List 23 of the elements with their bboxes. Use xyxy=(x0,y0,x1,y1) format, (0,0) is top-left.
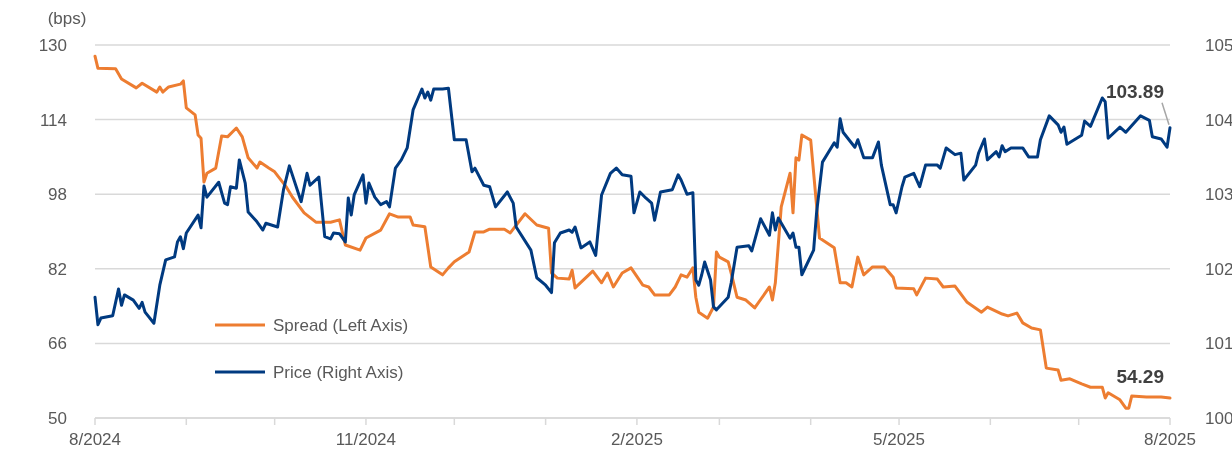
y-axis-title: (bps) xyxy=(47,9,87,28)
y2-tick-label: 101 xyxy=(1205,334,1232,354)
y-tick-label: 98 xyxy=(48,185,67,205)
y2-tick-label: 103 xyxy=(1205,185,1232,205)
y-tick-label: 130 xyxy=(38,36,67,55)
y2-tick-label: 104 xyxy=(1205,110,1232,130)
data-label: 103.89 xyxy=(1105,80,1164,102)
y-tick-label: 82 xyxy=(48,259,67,279)
data-label: 54.29 xyxy=(1116,366,1164,387)
x-tick-label: 2/2025 xyxy=(610,430,663,449)
y-tick-label: 114 xyxy=(39,110,67,130)
legend-label: Price (Right Axis) xyxy=(273,363,404,382)
y-tick-label: 66 xyxy=(48,334,67,354)
y2-tick-label: 102 xyxy=(1205,259,1232,279)
x-tick-label: 11/2024 xyxy=(335,430,397,449)
legend-label: Spread (Left Axis) xyxy=(273,316,409,335)
line-series xyxy=(93,54,1172,410)
y2-tick-label: 100 xyxy=(1205,409,1232,428)
x-tick-label: 8/2025 xyxy=(1144,430,1196,449)
y-tick-label: 50 xyxy=(48,409,67,428)
x-tick-label: 5/2025 xyxy=(873,430,926,449)
x-tick-label: 8/2024 xyxy=(69,430,121,449)
y2-tick-label: 105 xyxy=(1205,36,1232,55)
